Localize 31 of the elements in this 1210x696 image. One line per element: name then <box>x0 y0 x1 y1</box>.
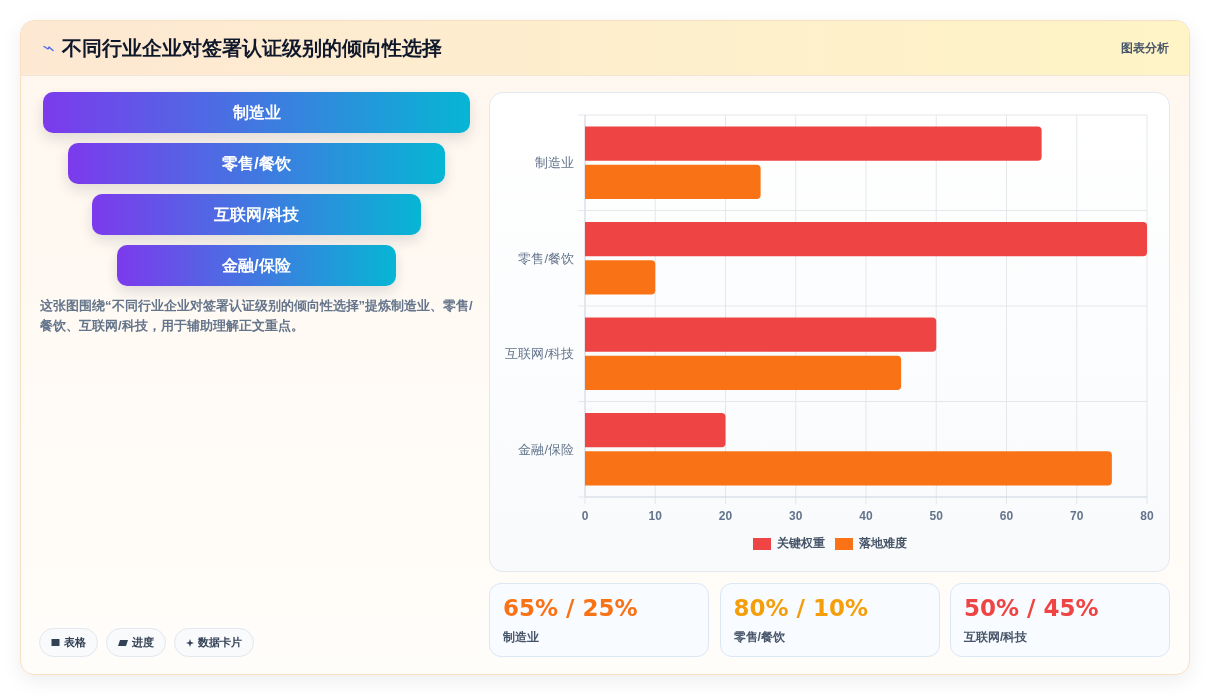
legend-label: 落地难度 <box>858 535 907 552</box>
legend-label: 关键权重 <box>776 535 825 552</box>
y-tick-label: 金融/保险 <box>518 441 574 457</box>
text: 65% / 25% <box>503 595 638 621</box>
category-label: 制造业 <box>503 629 539 646</box>
x-tick-label: 80 <box>1140 509 1154 523</box>
text: 80% / 10% <box>733 595 869 621</box>
category-label: 互联网/科技 <box>964 629 1028 646</box>
text: 表格 <box>64 635 86 650</box>
x-tick-label: 20 <box>718 509 733 523</box>
x-tick-label: 70 <box>1070 509 1084 523</box>
text: 不同行业企业对签署认证级别的倾向性选择 <box>62 36 442 61</box>
y-tick-label: 零售/餐饮 <box>518 250 574 266</box>
category-label: 零售/餐饮 <box>67 143 446 184</box>
category-label: 制造业 <box>43 92 470 133</box>
x-tick-label: 60 <box>999 509 1014 523</box>
x-tick-label: 10 <box>648 509 663 523</box>
text: 进度 <box>132 635 154 650</box>
text: 数据卡片 <box>198 635 242 650</box>
x-tick-label: 30 <box>789 509 803 523</box>
x-tick-label: 0 <box>581 509 589 523</box>
category-label: 零售/餐饮 <box>733 629 785 646</box>
text: 图表分析 <box>1121 40 1169 57</box>
text: 这张图围绕“不同行业企业对签署认证级别的倾向性选择”提炼制造业、零售/餐饮、互联网/科技，用于辅助理解正文重点。 <box>40 297 474 335</box>
x-tick-label: 40 <box>859 509 873 523</box>
x-tick-label: 50 <box>929 509 944 523</box>
y-tick-label: 互联网/科技 <box>505 346 574 362</box>
text: 50% / 45% <box>964 595 1099 621</box>
y-tick-label: 制造业 <box>535 155 574 171</box>
category-label: 互联网/科技 <box>92 194 421 235</box>
category-label: 金融/保险 <box>116 245 397 286</box>
